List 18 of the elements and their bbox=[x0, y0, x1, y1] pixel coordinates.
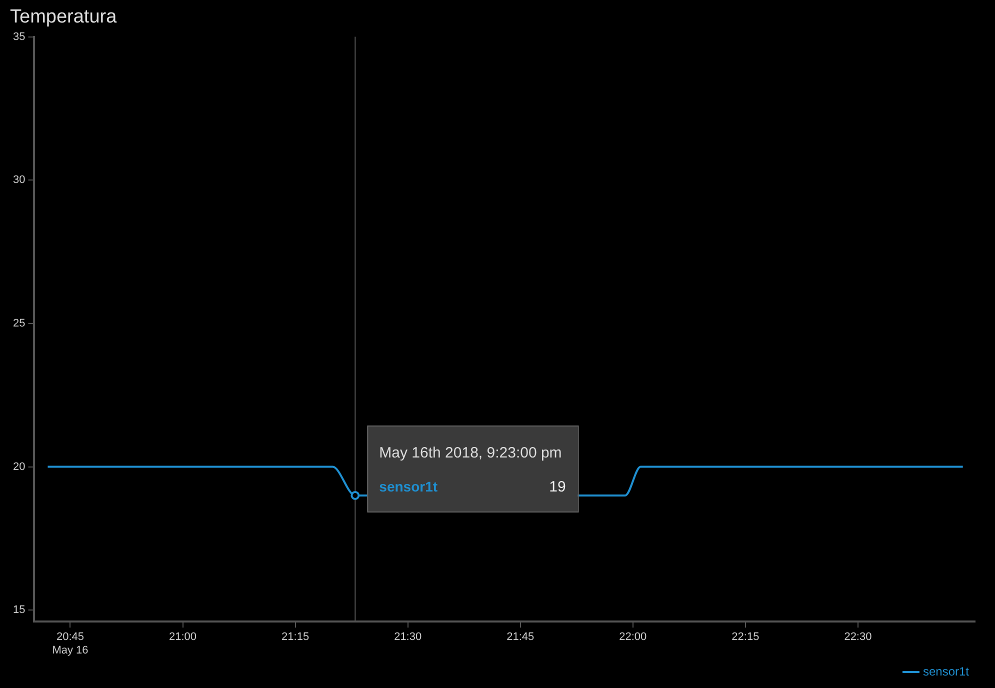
y-tick-label: 35 bbox=[12, 30, 26, 43]
y-tick-label: 30 bbox=[12, 174, 26, 186]
text: sensor1t bbox=[379, 478, 438, 494]
x-tick-label: 21:00 bbox=[169, 631, 197, 644]
y-tick-label: 15 bbox=[12, 604, 26, 616]
x-tick-label: 21:30 bbox=[394, 631, 422, 644]
y-tick-label: 25 bbox=[12, 318, 26, 330]
x-tick-label: 21:45 bbox=[506, 631, 534, 644]
annotation: 19 bbox=[549, 478, 566, 496]
x-tick-label: 20:45 May 16 bbox=[52, 631, 88, 656]
y-tick-label: 20 bbox=[12, 460, 26, 473]
x-tick-label: 22:15 bbox=[732, 631, 760, 644]
chart-title: Temperatura bbox=[10, 6, 118, 28]
annotation: May 16th 2018, 9:23:00 pm bbox=[379, 444, 562, 462]
legend-label: sensor1t bbox=[922, 664, 970, 678]
x-tick-label: 22:00 bbox=[619, 631, 647, 644]
x-tick-label: 22:30 bbox=[844, 631, 872, 644]
x-tick-label: 21:15 bbox=[282, 631, 310, 644]
